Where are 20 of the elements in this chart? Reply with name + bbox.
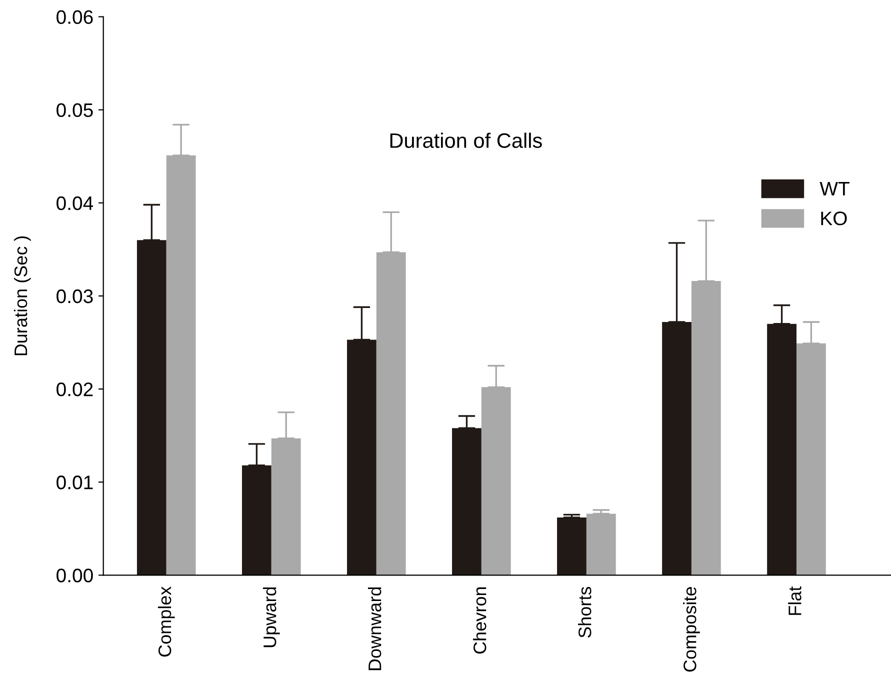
x-tick-label: Shorts	[578, 586, 592, 638]
x-tick-label: Composite	[683, 587, 700, 672]
text: Duration of Calls	[390, 132, 542, 148]
x-tick-label: Flat	[788, 586, 802, 615]
x-tick-label: Downward	[368, 587, 382, 670]
legend-label: WT	[820, 182, 850, 196]
x-tick-label: Chevron	[473, 587, 486, 654]
x-tick-label: Upward	[262, 587, 280, 648]
y-tick-label: 0.05	[56, 103, 93, 118]
legend-label: KO	[821, 212, 847, 226]
y-tick-label: 0.04	[56, 196, 94, 210]
bar	[586, 514, 616, 576]
y-tick-label: 0.00	[56, 568, 93, 582]
y-tick-label: 0.02	[56, 382, 93, 396]
y-tick-label: 0.03	[56, 289, 93, 304]
bar	[557, 517, 586, 576]
y-tick-label: 0.01	[56, 476, 93, 490]
y-axis-title: Duration (Sec )	[14, 236, 31, 356]
y-tick-label: 0.06	[56, 10, 93, 24]
x-tick-label: Complex	[158, 586, 175, 657]
